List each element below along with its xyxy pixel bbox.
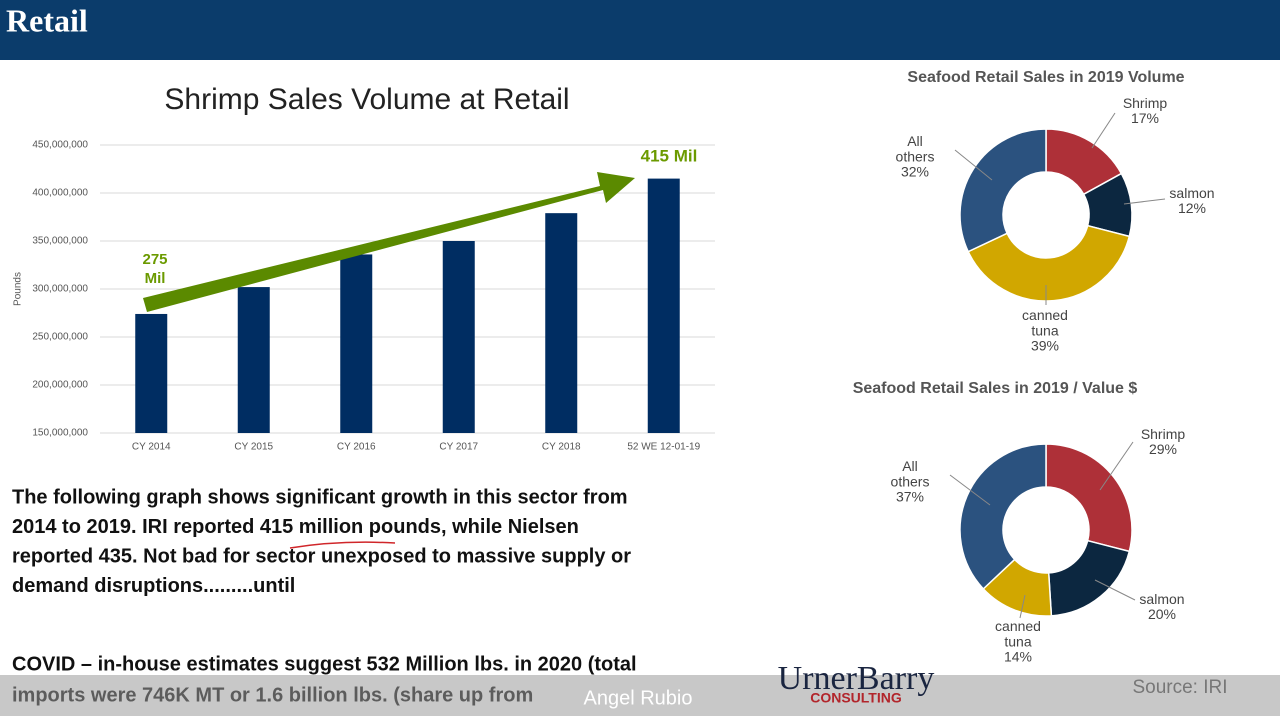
annotation: 415 Mil xyxy=(641,146,698,165)
donut-segment xyxy=(1047,539,1131,617)
logo-sub: CONSULTING xyxy=(810,690,902,706)
chart-title: Shrimp Sales Volume at Retail xyxy=(164,83,569,116)
category-label: All others xyxy=(891,458,930,490)
y-axis-label: Pounds xyxy=(13,272,24,306)
value-label: 39% xyxy=(1031,338,1059,354)
y-tick-label: 350,000,000 xyxy=(32,236,88,247)
value-label: 29% xyxy=(1149,441,1177,457)
value-label: 37% xyxy=(896,489,924,505)
y-tick-label: 400,000,000 xyxy=(32,188,88,199)
annotation: Mil xyxy=(145,270,166,287)
y-tick-label: 200,000,000 xyxy=(32,380,88,391)
y-tick-label: 250,000,000 xyxy=(32,332,88,343)
paragraph-line: The following graph shows significant gr… xyxy=(12,486,628,508)
header-title: Retail xyxy=(6,2,88,38)
x-tick-label: 52 WE 12-01-19 xyxy=(627,442,700,453)
leader-line xyxy=(949,474,991,506)
underline xyxy=(289,541,396,549)
x-tick-label: CY 2018 xyxy=(542,442,581,453)
leader-line xyxy=(954,149,993,181)
bar xyxy=(340,254,373,433)
y-tick-label: 450,000,000 xyxy=(32,140,88,151)
category-label: salmon xyxy=(1139,591,1184,607)
category-label: All others xyxy=(896,133,935,165)
annotation: 275 xyxy=(142,251,167,268)
value-label: 17% xyxy=(1131,110,1159,126)
donut-segment xyxy=(1045,443,1133,553)
category-label: Shrimp xyxy=(1141,426,1186,442)
x-tick-label: CY 2017 xyxy=(439,442,478,453)
y-tick-label: 150,000,000 xyxy=(32,428,88,439)
donut-title: Seafood Retail Sales in 2019 / Value $ xyxy=(853,380,1138,397)
source: Source: IRI xyxy=(1132,677,1227,698)
leader-line xyxy=(1091,112,1116,149)
bar xyxy=(545,213,578,433)
donut-segment xyxy=(959,443,1047,590)
category-label: canned tuna xyxy=(1022,307,1068,339)
paragraph-line: demand disruptions.........until xyxy=(12,575,295,597)
value-label: 14% xyxy=(1004,649,1032,665)
category-label: salmon xyxy=(1169,185,1214,201)
leader-line xyxy=(1123,198,1166,205)
bar xyxy=(647,178,680,433)
bar xyxy=(237,287,270,433)
header-bar xyxy=(0,0,1280,60)
value-label: 32% xyxy=(901,164,929,180)
x-tick-label: CY 2016 xyxy=(337,442,376,453)
leader-line xyxy=(1094,579,1136,601)
donut-segment xyxy=(967,224,1131,302)
y-tick-label: 300,000,000 xyxy=(32,284,88,295)
covid-line: COVID – in-house estimates suggest 532 M… xyxy=(12,653,637,675)
trend-arrow xyxy=(143,172,635,312)
paragraph-line: reported 435. Not bad for sector unexpos… xyxy=(12,545,631,567)
donut-title: Seafood Retail Sales in 2019 Volume xyxy=(907,69,1184,86)
x-tick-label: CY 2014 xyxy=(132,442,171,453)
value-label: 20% xyxy=(1148,606,1176,622)
logo-name: UrnerBarry xyxy=(778,660,935,697)
bar xyxy=(135,313,168,433)
speaker-name: Angel Rubio xyxy=(584,687,693,709)
paragraph-line: 2014 to 2019. IRI reported 415 million p… xyxy=(12,516,579,538)
category-label: canned tuna xyxy=(995,618,1041,650)
x-tick-label: CY 2015 xyxy=(234,442,273,453)
donut-segment xyxy=(959,128,1047,253)
leader-line xyxy=(1099,441,1134,491)
value-label: 12% xyxy=(1178,200,1206,216)
bar xyxy=(442,241,475,433)
category-label: Shrimp xyxy=(1123,95,1168,111)
overlay-bar xyxy=(0,675,1280,716)
leader-line xyxy=(1019,594,1026,619)
